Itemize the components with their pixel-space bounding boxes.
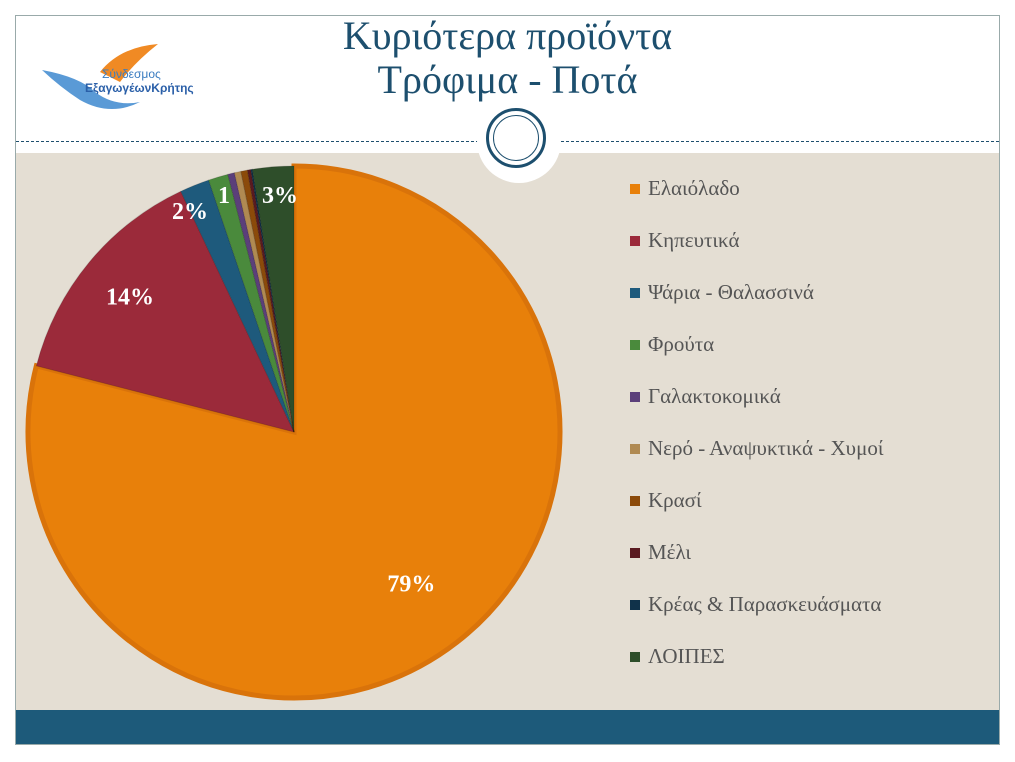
- data-label-1: 14%: [106, 284, 154, 310]
- legend-item: Κρασί: [630, 488, 883, 540]
- legend-item: Μέλι: [630, 540, 883, 592]
- title-line1: Κυριότερα προϊόντα: [342, 13, 673, 58]
- legend-item: Ψάρια - Θαλασσινά: [630, 280, 883, 332]
- legend-label: Γαλακτοκομικά: [648, 384, 781, 408]
- data-label-0: 79%: [387, 571, 435, 597]
- pie-chart: 79%14%2%1%3%: [25, 163, 563, 701]
- svg-text:Σύνδεσμος: Σύνδεσμος: [102, 67, 161, 81]
- legend-item: Φρούτα: [630, 332, 883, 384]
- pie-slice-9: [251, 165, 295, 433]
- legend-label: Μέλι: [648, 540, 692, 564]
- title-line2: Τρόφιμα - Ποτά: [377, 57, 638, 102]
- legend-label: Ελαιόλαδο: [648, 176, 740, 200]
- legend-item: Ελαιόλαδο: [630, 176, 883, 228]
- legend-label: Κηπευτικά: [648, 228, 740, 252]
- legend-label: Κρέας & Παρασκευάσματα: [648, 592, 882, 616]
- ring-ornament-icon: [477, 99, 561, 183]
- legend-swatch: [630, 392, 640, 402]
- pie-slice-5: [233, 170, 295, 433]
- logo-bird-icon: Σύνδεσμος ΕξαγωγέωνΚρήτης: [42, 44, 194, 110]
- legend-item: Κρέας & Παρασκευάσματα: [630, 592, 883, 644]
- pie-slice-1: [35, 190, 295, 433]
- legend: Ελαιόλαδο Κηπευτικά Ψάρια - Θαλασσινά Φρούτ…: [630, 176, 883, 696]
- legend-item: Νερό - Αναψυκτικά - Χυμοί: [630, 436, 883, 488]
- pie-slice-0: [25, 163, 563, 701]
- legend-swatch: [630, 600, 640, 610]
- footer-bar: [16, 710, 999, 744]
- legend-swatch: [630, 288, 640, 298]
- logo: Σύνδεσμος ΕξαγωγέωνΚρήτης: [40, 42, 220, 117]
- pie-slice-8: [250, 168, 295, 433]
- legend-swatch: [630, 444, 640, 454]
- pie-slice-7: [246, 168, 295, 433]
- legend-swatch: [630, 548, 640, 558]
- pie-slice-2: [180, 179, 295, 433]
- legend-swatch: [630, 340, 640, 350]
- legend-swatch: [630, 652, 640, 662]
- legend-item: ΛΟΙΠΕΣ: [630, 644, 883, 696]
- legend-label: Νερό - Αναψυκτικά - Χυμοί: [648, 436, 884, 460]
- legend-swatch: [630, 496, 640, 506]
- pie-slice-6: [240, 169, 295, 433]
- legend-label: Φρούτα: [648, 332, 715, 356]
- pie-slice-3: [207, 173, 295, 433]
- legend-label: Ψάρια - Θαλασσινά: [648, 280, 814, 304]
- legend-label: Κρασί: [648, 488, 702, 512]
- pie-slice-4: [227, 172, 295, 433]
- slide-title: Κυριότερα προϊόντα Τρόφιμα - Ποτά: [0, 14, 1015, 102]
- legend-item: Κηπευτικά: [630, 228, 883, 280]
- chart-area: 79%14%2%1%3%: [16, 153, 999, 710]
- legend-item: Γαλακτοκομικά: [630, 384, 883, 436]
- data-label-9: 3%: [262, 183, 298, 209]
- legend-swatch: [630, 184, 640, 194]
- legend-swatch: [630, 236, 640, 246]
- svg-text:ΕξαγωγέωνΚρήτης: ΕξαγωγέωνΚρήτης: [85, 81, 194, 95]
- data-label-2: 2%: [172, 199, 208, 225]
- legend-label: ΛΟΙΠΕΣ: [648, 644, 725, 668]
